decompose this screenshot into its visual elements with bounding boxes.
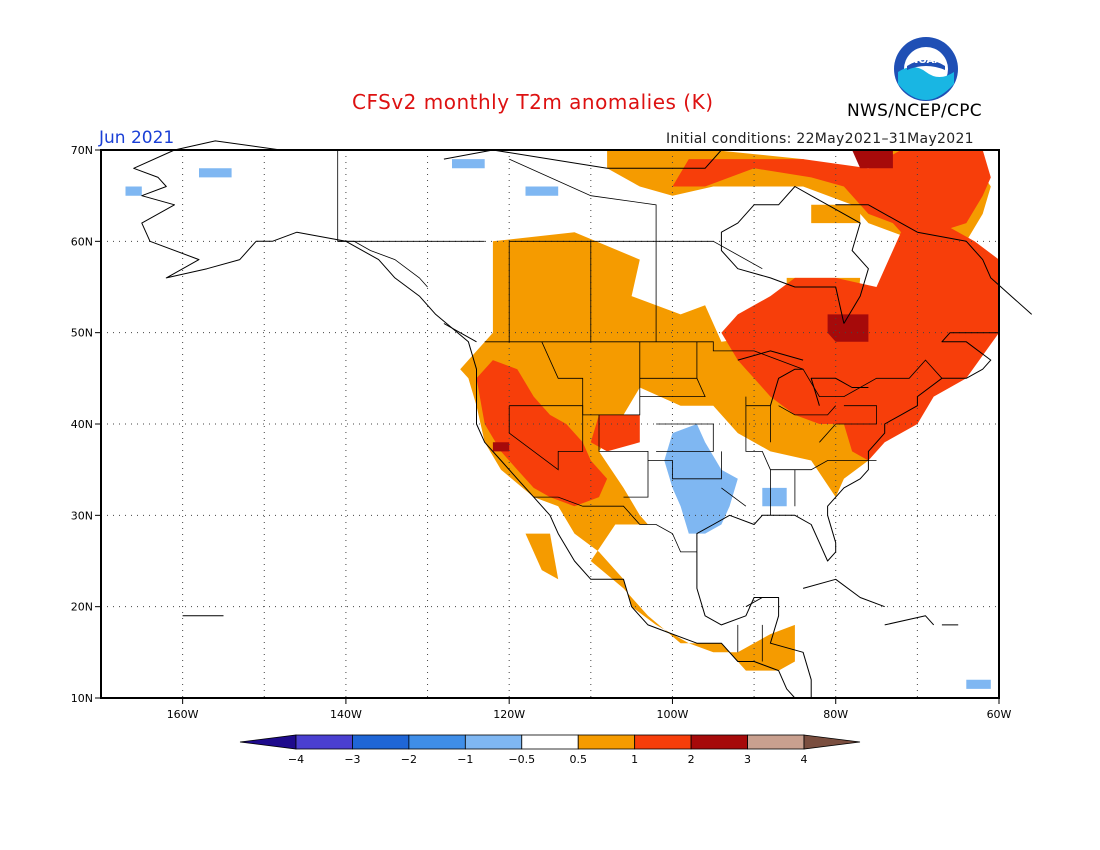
coastline [835,204,1033,315]
colorbar-tick-label: −2 [401,753,417,766]
latitude-tick-label: 50N [71,327,93,340]
longitude-tick-label: 100W [657,708,689,721]
coastline [745,597,779,608]
boundary-line [656,423,714,452]
boundary-line [745,396,877,471]
colorbar-tick-label: 4 [801,753,808,766]
boundary-line [533,496,697,553]
noaa-logo-bird [907,60,945,70]
noaa-logo-text: NOAA [910,55,942,66]
boundary-line [639,377,706,398]
longitude-tick-label: 140W [330,708,362,721]
colorbar-segment-neg2 [352,734,410,750]
colorbar-segment-pos3 [747,734,805,750]
colorbar-tick-label: 2 [688,753,695,766]
boundary-line [745,405,771,443]
colorbar-high-arrow [803,734,861,750]
longitude-tick-label: 120W [493,708,525,721]
anomaly-region-pos1 [590,414,640,452]
anomaly-region-neg05 [525,186,559,196]
coastline [884,615,935,626]
colorbar-tick-label: −4 [288,753,304,766]
anomaly-region-neg05 [966,679,991,689]
colorbar-segment-neg05 [464,734,523,750]
longitude-labels: 160W 140W 120W 100W 80W 60W [167,698,1012,721]
latitude-tick-label: 20N [71,601,93,614]
latitude-tick-label: 70N [71,144,93,157]
longitude-tick-label: 160W [167,708,199,721]
anomaly-region-pos2 [492,442,510,452]
valid-month-label: Jun 2021 [99,128,175,148]
latitude-tick-label: 40N [71,418,93,431]
colorbar-tick-label: 0.5 [569,753,587,766]
boundary-line [508,405,584,471]
colorbar-segment-pos1 [634,734,692,750]
coastline [133,140,796,699]
anomaly-region-pos1 [672,150,991,242]
anomaly-region-pos05 [811,204,861,224]
boundary-line [778,405,837,416]
initial-conditions-label: Initial conditions: 22May2021–31May2021 [666,131,974,147]
boundary-line [337,150,428,288]
political-borders [337,150,943,662]
colorbar-tick-label: −3 [344,753,360,766]
colorbar-segment-neg3 [295,734,353,750]
noaa-logo-wave [898,67,954,100]
colorbar-segment-neg1 [408,734,466,750]
graticule [101,150,999,698]
colorbar-segment-pos2 [690,734,748,750]
latitude-tick-label: 30N [71,509,93,522]
coastline [737,350,804,361]
anomaly-region-pos05 [525,533,559,580]
boundary-line [484,341,943,398]
coastline [769,368,804,406]
colorbar-segment-pos05 [577,734,636,750]
color-scale-bar: −4 −3 −2 −1 −0.5 0.5 1 2 3 4 [239,734,861,766]
anomaly-region-pos2 [827,314,869,342]
anomaly-region-neg05 [199,168,232,178]
longitude-tick-label: 80W [823,708,848,721]
colorbar-tick-label: 1 [631,753,638,766]
coastline [696,551,812,698]
anomaly-region-neg05 [125,186,142,196]
coastline [720,186,869,324]
colorbar-tick-label: −1 [457,753,473,766]
anomaly-region-neg05 [452,159,485,169]
latitude-tick-label: 60N [71,235,93,248]
boundary-line [835,405,877,425]
coastline [696,332,999,562]
boundary-line [509,158,657,242]
coastline [443,323,477,343]
latitude-tick-label: 10N [71,692,93,705]
agency-label: NWS/NCEP/CPC [847,101,982,121]
colorbar-tick-label: 3 [744,753,751,766]
boundary-line [648,451,722,480]
boundary-line [598,414,649,498]
map-title: CFSv2 monthly T2m anomalies (K) [352,90,714,114]
noaa-logo: NOAA [894,37,958,101]
coastlines [133,140,1033,699]
boundary-line [541,341,641,416]
anomaly-fills [125,150,999,689]
boundary-line [713,240,763,270]
anomaly-region-pos2 [852,150,893,169]
longitude-tick-label: 60W [987,708,1012,721]
colorbar-low-arrow [239,734,297,750]
anomaly-region-neg05 [762,487,787,507]
coastline [802,578,885,608]
colorbar-segment-neutral [521,734,579,750]
boundary-line [819,423,836,443]
colorbar-tick-label: −0.5 [508,753,535,766]
boundary-line [721,487,747,507]
latitude-labels: 70N 60N 50N 40N 30N 20N 10N [71,144,101,705]
